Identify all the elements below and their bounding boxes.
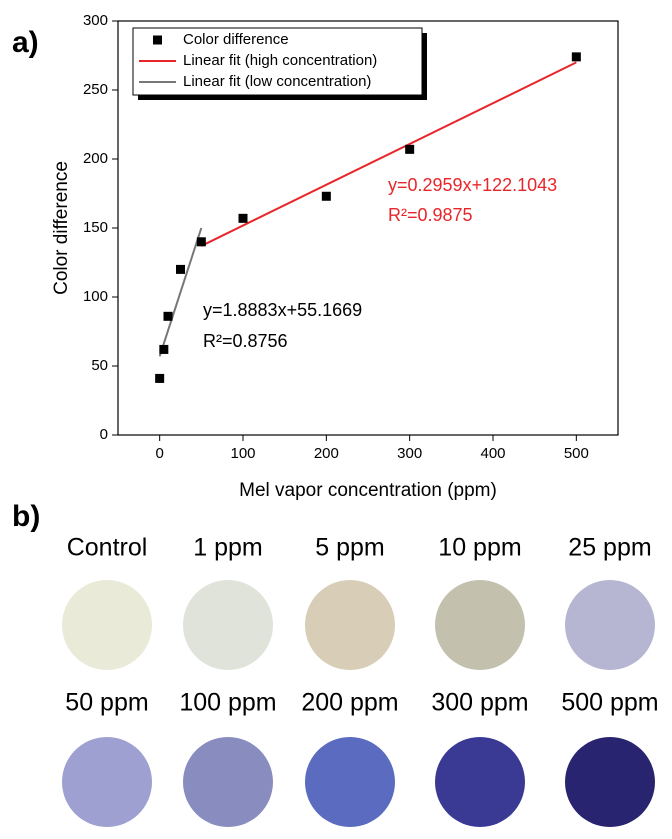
sample-disc — [565, 737, 655, 827]
data-point — [163, 311, 173, 321]
data-point — [159, 344, 169, 354]
sample-label: 200 ppm — [301, 689, 398, 717]
annotation: R²=0.9875 — [388, 205, 473, 225]
sample-disc — [305, 737, 395, 827]
sample-label: 10 ppm — [438, 534, 521, 562]
legend-label: Color difference — [183, 31, 289, 48]
legend-label: Linear fit (low concentration) — [183, 73, 371, 90]
data-point — [238, 213, 248, 223]
panel-label: a) — [12, 26, 39, 59]
data-point — [155, 373, 165, 383]
legend-box — [132, 27, 423, 96]
x-tick-label: 500 — [564, 445, 589, 462]
x-tick-label: 0 — [155, 445, 163, 462]
sample-disc — [435, 737, 525, 827]
data-point — [196, 237, 206, 247]
sample-label: 50 ppm — [65, 689, 148, 717]
panel-label: b) — [12, 500, 40, 533]
fit-line — [200, 61, 577, 247]
sample-disc — [183, 737, 273, 827]
annotation: y=0.2959x+122.1043 — [388, 175, 557, 195]
y-tick-label: 100 — [83, 288, 108, 305]
y-tick-label: 50 — [91, 357, 108, 374]
sample-disc — [62, 580, 152, 670]
fit-line — [158, 227, 203, 357]
sample-disc — [183, 580, 273, 670]
sample-disc — [435, 580, 525, 670]
data-point — [321, 191, 331, 201]
legend-label: Linear fit (high concentration) — [183, 52, 377, 69]
sample-label: 100 ppm — [179, 689, 276, 717]
sample-label: Control — [67, 534, 148, 562]
x-tick-label: 100 — [230, 445, 255, 462]
sample-label: 5 ppm — [315, 534, 384, 562]
legend-marker — [153, 35, 162, 45]
y-tick-label: 250 — [83, 81, 108, 98]
x-tick-label: 300 — [397, 445, 422, 462]
sample-label: 1 ppm — [193, 534, 262, 562]
annotation: y=1.8883x+55.1669 — [203, 300, 362, 320]
data-point — [176, 264, 185, 274]
sample-disc — [305, 580, 395, 670]
x-tick-label: 400 — [480, 445, 505, 462]
y-tick-label: 150 — [83, 219, 108, 236]
y-tick-label: 300 — [83, 12, 108, 29]
y-tick-label: 0 — [100, 426, 108, 443]
sample-label: 500 ppm — [561, 689, 658, 717]
y-axis-label: Color difference — [51, 161, 72, 295]
sample-label: 300 ppm — [431, 689, 528, 717]
sample-disc — [62, 737, 152, 827]
x-tick-label: 200 — [314, 445, 339, 462]
annotation: R²=0.8756 — [203, 331, 288, 351]
data-point — [571, 52, 581, 62]
data-point — [405, 144, 415, 154]
sample-label: 25 ppm — [568, 534, 651, 562]
y-tick-label: 200 — [83, 150, 108, 167]
x-axis-label: Mel vapor concentration (ppm) — [239, 480, 497, 501]
sample-disc — [565, 580, 655, 670]
